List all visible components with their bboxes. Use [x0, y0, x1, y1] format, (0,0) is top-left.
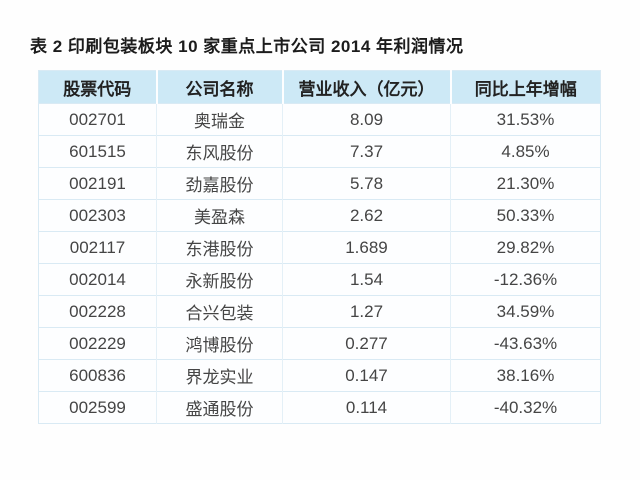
- company-name-cell: 东风股份: [156, 135, 283, 168]
- company-name-cell: 东港股份: [156, 231, 283, 264]
- stock-code-cell: 002014: [38, 263, 157, 296]
- revenue-cell: 0.147: [282, 359, 451, 392]
- header-revenue: 营业收入（亿元）: [281, 70, 451, 104]
- table-row: 002191 劲嘉股份 5.78 21.30%: [38, 167, 601, 200]
- company-name-cell: 美盈森: [156, 199, 283, 232]
- stock-code-cell: 002303: [38, 199, 157, 232]
- revenue-cell: 0.114: [282, 391, 451, 424]
- stock-code-cell: 002191: [38, 167, 157, 200]
- company-name-cell: 界龙实业: [156, 359, 283, 392]
- revenue-cell: 5.78: [282, 167, 451, 200]
- revenue-cell: 7.37: [282, 135, 451, 168]
- header-yoy-growth: 同比上年增幅: [449, 70, 601, 104]
- stock-code-cell: 002117: [38, 231, 157, 264]
- stock-code-cell: 601515: [38, 135, 157, 168]
- header-stock-code: 股票代码: [38, 70, 157, 104]
- table-row: 002303 美盈森 2.62 50.33%: [38, 199, 601, 232]
- growth-cell: 34.59%: [450, 295, 601, 328]
- table-row: 601515 东风股份 7.37 4.85%: [38, 135, 601, 168]
- company-profit-table: 股票代码 公司名称 营业收入（亿元） 同比上年增幅 002701 奥瑞金 8.09 3…: [38, 70, 601, 424]
- stock-code-cell: 002228: [38, 295, 157, 328]
- stock-code-cell: 002701: [38, 103, 157, 136]
- growth-cell: -40.32%: [450, 391, 601, 424]
- company-name-cell: 奥瑞金: [156, 103, 283, 136]
- table-row: 002228 合兴包装 1.27 34.59%: [38, 295, 601, 328]
- company-name-cell: 劲嘉股份: [156, 167, 283, 200]
- revenue-cell: 2.62: [282, 199, 451, 232]
- growth-cell: -43.63%: [450, 327, 601, 360]
- table-row: 002014 永新股份 1.54 -12.36%: [38, 263, 601, 296]
- revenue-cell: 1.689: [282, 231, 451, 264]
- table-row: 002599 盛通股份 0.114 -40.32%: [38, 391, 601, 424]
- company-name-cell: 盛通股份: [156, 391, 283, 424]
- revenue-cell: 1.27: [282, 295, 451, 328]
- growth-cell: 31.53%: [450, 103, 601, 136]
- header-company-name: 公司名称: [155, 70, 283, 104]
- stock-code-cell: 600836: [38, 359, 157, 392]
- stock-code-cell: 002229: [38, 327, 157, 360]
- company-name-cell: 鸿博股份: [156, 327, 283, 360]
- growth-cell: 38.16%: [450, 359, 601, 392]
- table-row: 600836 界龙实业 0.147 38.16%: [38, 359, 601, 392]
- revenue-cell: 0.277: [282, 327, 451, 360]
- growth-cell: 29.82%: [450, 231, 601, 264]
- table-body: 002701 奥瑞金 8.09 31.53% 601515 东风股份 7.37 4.85% 00…: [38, 103, 601, 424]
- table-header-row: 股票代码 公司名称 营业收入（亿元） 同比上年增幅: [38, 70, 601, 104]
- table-row: 002117 东港股份 1.689 29.82%: [38, 231, 601, 264]
- table-row: 002229 鸿博股份 0.277 -43.63%: [38, 327, 601, 360]
- growth-cell: -12.36%: [450, 263, 601, 296]
- revenue-cell: 1.54: [282, 263, 451, 296]
- stock-code-cell: 002599: [38, 391, 157, 424]
- growth-cell: 21.30%: [450, 167, 601, 200]
- company-name-cell: 永新股份: [156, 263, 283, 296]
- revenue-cell: 8.09: [282, 103, 451, 136]
- company-name-cell: 合兴包装: [156, 295, 283, 328]
- table-caption: 表 2 印刷包装板块 10 家重点上市公司 2014 年利润情况: [30, 37, 464, 56]
- growth-cell: 50.33%: [450, 199, 601, 232]
- growth-cell: 4.85%: [450, 135, 601, 168]
- table-row: 002701 奥瑞金 8.09 31.53%: [38, 103, 601, 136]
